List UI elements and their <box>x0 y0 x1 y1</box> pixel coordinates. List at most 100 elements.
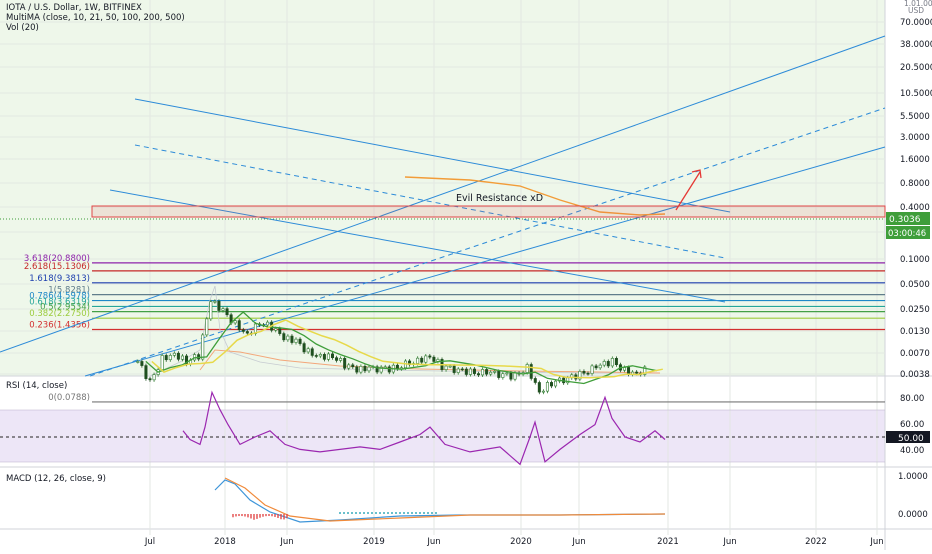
candle[interactable] <box>201 334 205 360</box>
candle[interactable] <box>464 368 468 375</box>
candle[interactable] <box>351 364 355 368</box>
candle[interactable] <box>590 365 594 374</box>
candle[interactable] <box>424 355 428 363</box>
candle[interactable] <box>428 355 432 358</box>
trendline[interactable] <box>134 144 726 259</box>
candle[interactable] <box>395 364 399 369</box>
candle[interactable] <box>237 320 241 331</box>
candle[interactable] <box>594 365 598 369</box>
candle[interactable] <box>533 378 537 383</box>
candle[interactable] <box>302 343 306 353</box>
candle[interactable] <box>387 366 391 373</box>
candle[interactable] <box>152 374 156 381</box>
candle[interactable] <box>460 368 464 371</box>
candle[interactable] <box>549 382 553 387</box>
candle[interactable] <box>554 380 558 387</box>
candle[interactable] <box>298 338 302 344</box>
candle[interactable] <box>290 335 294 343</box>
candle[interactable] <box>168 355 172 361</box>
candle[interactable] <box>452 365 456 373</box>
candle[interactable] <box>485 369 489 375</box>
candle[interactable] <box>432 356 436 362</box>
candle[interactable] <box>209 301 213 320</box>
candle[interactable] <box>221 308 225 311</box>
candle[interactable] <box>420 357 424 363</box>
multima-legend[interactable]: MultiMA (close, 10, 21, 50, 100, 200, 50… <box>6 13 185 23</box>
candle[interactable] <box>322 354 326 360</box>
last-price-tag[interactable] <box>886 212 930 225</box>
candle[interactable] <box>359 366 363 373</box>
candle[interactable] <box>606 361 610 367</box>
candle[interactable] <box>513 372 517 380</box>
candle[interactable] <box>610 358 614 367</box>
candle[interactable] <box>286 335 290 341</box>
candle[interactable] <box>294 338 298 343</box>
candle[interactable] <box>363 366 367 372</box>
trendline[interactable] <box>109 189 726 303</box>
candle[interactable] <box>582 371 586 374</box>
rsi-legend[interactable]: RSI (14, close) <box>6 381 68 391</box>
candle[interactable] <box>245 331 249 334</box>
candle[interactable] <box>525 364 529 373</box>
candle[interactable] <box>164 355 168 361</box>
candle[interactable] <box>367 366 371 372</box>
candle[interactable] <box>274 328 278 331</box>
candle[interactable] <box>278 328 282 334</box>
candle[interactable] <box>148 378 152 381</box>
candle[interactable] <box>379 366 383 373</box>
candle[interactable] <box>444 365 448 370</box>
candle[interactable] <box>144 365 148 379</box>
trendline[interactable] <box>0 35 886 353</box>
candle[interactable] <box>472 368 476 374</box>
candle[interactable] <box>481 369 485 376</box>
candle[interactable] <box>468 368 472 375</box>
candle[interactable] <box>213 300 217 303</box>
macd-legend[interactable]: MACD (12, 26, close, 9) <box>6 474 106 484</box>
trendline[interactable] <box>134 98 731 213</box>
candle[interactable] <box>335 357 339 361</box>
candle[interactable] <box>375 366 379 373</box>
trendline[interactable] <box>84 146 886 377</box>
candle[interactable] <box>614 358 618 365</box>
candle[interactable] <box>347 364 351 369</box>
candle[interactable] <box>541 390 545 393</box>
candle[interactable] <box>343 358 347 369</box>
candle[interactable] <box>602 361 606 366</box>
candle[interactable] <box>233 320 237 324</box>
candle[interactable] <box>627 367 631 375</box>
candle[interactable] <box>160 355 164 370</box>
candle[interactable] <box>509 372 513 380</box>
candle[interactable] <box>578 371 582 380</box>
resistance-zone[interactable] <box>91 205 886 218</box>
candle[interactable] <box>205 318 209 336</box>
candle[interactable] <box>501 373 505 378</box>
candle[interactable] <box>355 366 359 373</box>
candle[interactable] <box>282 333 286 341</box>
candle[interactable] <box>493 371 497 373</box>
candle[interactable] <box>456 368 460 373</box>
candle[interactable] <box>140 361 144 366</box>
candle[interactable] <box>326 353 330 360</box>
candle[interactable] <box>505 372 509 375</box>
trendline[interactable] <box>89 107 886 377</box>
candle[interactable] <box>314 355 318 357</box>
candle[interactable] <box>529 364 533 379</box>
candle[interactable] <box>180 355 184 360</box>
candle[interactable] <box>217 300 221 311</box>
volume-legend[interactable]: Vol (20) <box>6 23 39 33</box>
candle[interactable] <box>306 348 310 353</box>
candle[interactable] <box>537 382 541 393</box>
candle[interactable] <box>586 372 590 375</box>
candle[interactable] <box>330 353 334 359</box>
candle[interactable] <box>225 308 229 316</box>
candle[interactable] <box>266 321 270 326</box>
candle[interactable] <box>635 371 639 374</box>
candle[interactable] <box>497 371 501 378</box>
candle[interactable] <box>241 329 245 332</box>
candle[interactable] <box>136 361 140 363</box>
candle[interactable] <box>172 352 176 356</box>
candle[interactable] <box>489 371 493 375</box>
candle[interactable] <box>339 358 343 361</box>
candle[interactable] <box>545 382 549 392</box>
